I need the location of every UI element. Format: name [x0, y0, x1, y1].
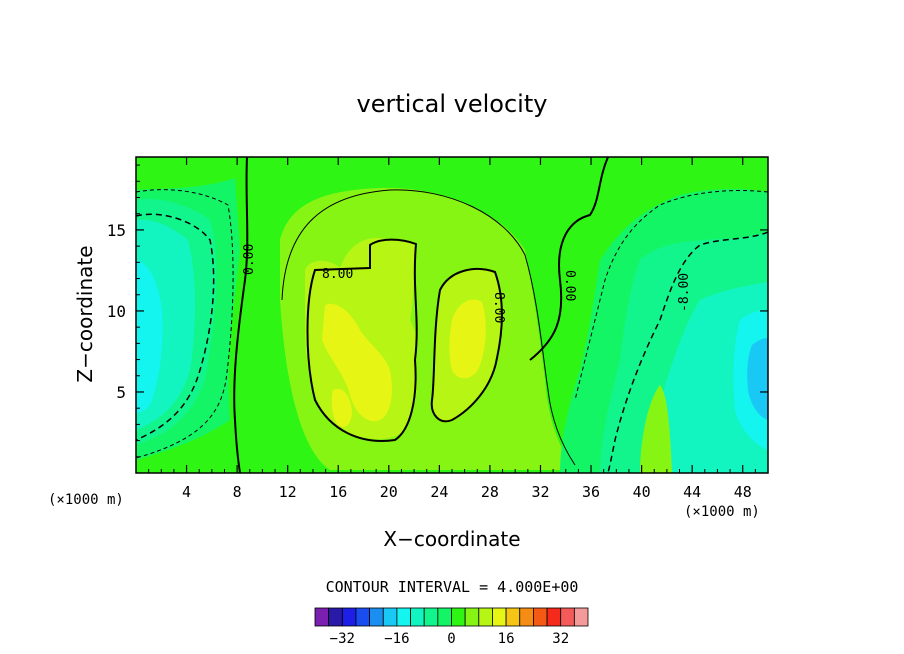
zero-contour-right	[529, 157, 609, 361]
center-region-level-12	[322, 303, 392, 422]
contour-label: 0.00	[562, 270, 577, 301]
colorbar-swatch	[437, 607, 452, 627]
y-tick-label: 5	[116, 383, 126, 402]
colorbar-swatch	[410, 607, 425, 627]
eight-contour-center	[306, 238, 418, 442]
right-region-level-m12	[640, 282, 768, 473]
colorbar-swatch	[341, 607, 357, 627]
x-unit-label-right: (×1000 m)	[684, 504, 760, 520]
colorbar-swatch	[492, 607, 507, 627]
minus-four-contour-right	[574, 190, 768, 401]
eight-contour-right	[430, 268, 503, 423]
colorbar-swatch	[355, 607, 371, 627]
four-contour-center	[281, 189, 576, 466]
y-tick-label: 15	[107, 221, 126, 240]
colorbar-swatch	[519, 607, 534, 627]
x-tick-label: 20	[380, 483, 398, 501]
colorbar-swatch	[533, 607, 548, 627]
x-tick-label: 16	[329, 483, 347, 501]
colorbar-swatch	[573, 607, 589, 627]
colorbar-tick-label: 16	[498, 631, 515, 647]
x-axis-label: X−coordinate	[383, 527, 520, 551]
y-tick-label: 10	[107, 302, 126, 321]
x-tick-label: 32	[531, 483, 549, 501]
colorbar-swatch	[396, 607, 411, 627]
minus-four-contour-left	[136, 189, 234, 459]
colorbar-swatch	[546, 607, 562, 627]
x-tick-label: 40	[633, 483, 651, 501]
colorbar-tick-label: 32	[552, 631, 569, 647]
colorbar: −32 −16 0 16 32	[314, 607, 589, 647]
colorbar-swatch	[328, 607, 343, 627]
right-bottom-level-4	[640, 385, 672, 473]
colorbar-swatch	[314, 607, 330, 627]
x-tick-label: 4	[182, 483, 191, 501]
x-tick-label: 8	[233, 483, 242, 501]
x-axis: 4 8 12 16 20 24 28 32 36 40 44 48	[148, 157, 756, 501]
contour-lines	[136, 157, 768, 473]
colorbar-swatch	[505, 607, 521, 627]
contour-labels: 0.00 8.00 8.00 0.00 -8.00	[242, 244, 692, 324]
x-tick-label: 44	[683, 483, 701, 501]
zero-contour-left	[233, 157, 249, 473]
minus-eight-contour	[607, 231, 768, 473]
colorbar-swatch	[423, 607, 439, 627]
contour-label: 8.00	[491, 292, 506, 323]
right-region-level-m20	[747, 338, 768, 420]
colorbar-swatch	[464, 607, 480, 627]
colorbar-swatch	[369, 607, 384, 627]
x-tick-label: 24	[430, 483, 448, 501]
y-axis-label: Z−coordinate	[73, 245, 97, 382]
contour-label: 8.00	[322, 267, 353, 282]
center-core-small	[331, 388, 352, 427]
chart-title: vertical velocity	[357, 90, 548, 118]
contour-label: -8.00	[677, 273, 692, 312]
minus-eight-contour-left	[136, 213, 215, 441]
colorbar-tick-label: 0	[447, 631, 455, 647]
colorbar-swatch	[382, 607, 398, 627]
x-tick-label: 48	[734, 483, 752, 501]
contour-label: 0.00	[242, 244, 257, 275]
left-region-level-m16	[136, 260, 163, 414]
x-tick-label: 36	[582, 483, 600, 501]
colorbar-tick-label: −32	[330, 631, 355, 647]
center-region-2-level-12	[449, 299, 486, 379]
x-tick-label: 12	[279, 483, 297, 501]
colorbar-tick-label: −16	[384, 631, 409, 647]
colorbar-swatch	[478, 607, 493, 627]
y-axis: 5 10 15	[107, 164, 768, 458]
x-unit-label-left: (×1000 m)	[48, 492, 124, 508]
colorbar-swatch	[560, 607, 575, 627]
colorbar-swatch	[451, 607, 466, 627]
contour-field	[136, 157, 768, 473]
contour-interval-text: CONTOUR INTERVAL = 4.000E+00	[326, 578, 579, 596]
x-tick-label: 28	[481, 483, 499, 501]
